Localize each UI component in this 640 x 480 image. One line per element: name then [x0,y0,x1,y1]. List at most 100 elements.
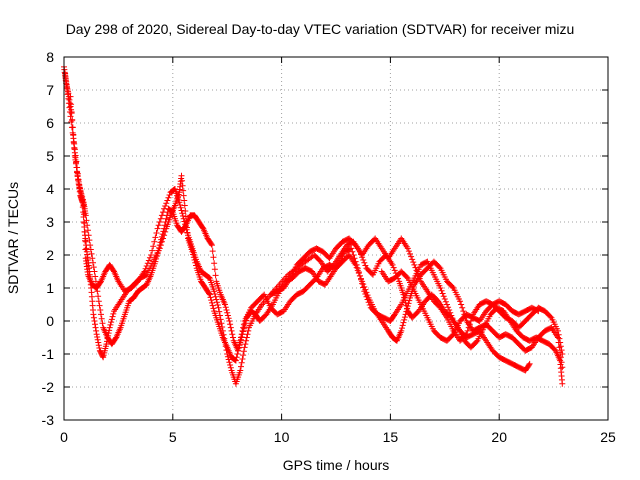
data-point-marker [403,308,410,315]
data-point-marker [87,246,94,253]
data-point-marker [232,357,239,364]
data-point-marker [192,259,199,266]
data-point-marker [165,194,172,201]
data-point-marker [227,364,234,371]
series-track-1 [61,63,566,387]
data-point-marker [93,283,100,290]
data-point-marker [211,260,218,267]
data-point-marker [535,308,542,315]
data-point-marker [176,199,183,206]
data-point-marker [178,207,185,214]
y-tick-label: -2 [42,379,55,395]
data-point-marker [96,344,103,351]
data-point-marker [94,333,101,340]
data-point-marker [108,316,115,323]
x-tick-label: 10 [274,429,290,445]
data-point-marker [232,357,239,364]
data-point-marker [209,248,216,255]
data-point-marker [473,338,480,345]
data-point-marker [361,259,368,266]
data-point-marker [354,265,361,272]
data-point-marker [356,272,363,279]
data-point-marker [181,202,188,209]
data-point-marker [158,212,165,219]
data-point-marker [154,250,161,257]
data-point-marker [79,193,86,200]
data-point-marker [557,343,564,350]
data-point-marker [199,224,206,231]
data-point-marker [214,302,221,309]
data-point-marker [90,264,97,271]
data-point-marker [406,250,413,257]
data-point-marker [352,258,359,265]
data-point-marker [457,298,464,305]
data-point-marker [404,305,411,312]
data-point-marker [358,276,365,283]
data-point-marker [526,360,533,367]
data-point-marker [193,262,200,269]
data-point-marker [86,237,93,244]
data-point-marker [416,275,423,282]
data-point-marker [353,261,360,268]
data-point-marker [97,311,104,318]
data-point-marker [95,293,102,300]
data-point-marker [208,297,215,304]
y-tick-label: 0 [46,313,54,329]
data-point-marker [218,320,225,327]
data-point-marker [153,255,160,262]
data-point-marker [146,254,153,261]
data-point-marker [65,100,72,107]
data-point-marker [464,327,471,334]
series-track-4 [267,235,566,357]
data-point-marker [348,245,355,252]
data-point-marker [76,185,83,192]
data-point-marker [559,380,566,387]
data-point-marker [401,316,408,323]
data-point-marker [408,253,415,260]
data-point-marker [97,279,104,286]
data-point-marker [411,261,418,268]
data-point-marker [179,182,186,189]
data-point-marker [242,320,249,327]
data-point-marker [558,347,565,354]
data-point-marker [206,290,213,297]
data-point-marker [442,298,449,305]
data-point-marker [205,274,212,280]
data-point-marker [240,328,247,335]
data-point-marker [458,301,465,308]
data-point-marker [359,280,366,287]
data-point-marker [222,301,229,308]
data-point-marker [226,359,233,366]
y-axis-label: SDTVAR / TECUs [5,182,21,294]
y-tick-label: -3 [42,412,55,428]
data-point-marker [88,250,95,257]
data-point-marker [75,176,82,183]
data-point-marker [449,315,456,322]
data-point-marker [87,242,94,249]
data-point-marker [179,177,186,184]
data-point-marker [556,335,563,342]
y-tick-label: 3 [46,214,54,230]
data-point-marker [68,118,75,125]
data-point-marker [209,302,216,309]
data-point-marker [215,304,222,311]
data-point-marker [413,267,420,274]
data-point-marker [414,270,421,277]
data-point-marker [227,321,234,328]
data-point-marker [155,222,162,229]
data-point-marker [229,331,236,338]
data-point-marker [99,353,106,360]
data-point-marker [233,354,240,361]
data-point-marker [73,158,80,165]
data-point-marker [557,354,564,361]
data-point-marker [92,324,99,331]
data-point-marker [362,262,369,269]
data-point-marker [77,188,84,195]
data-point-marker [161,225,168,232]
data-layer [61,63,566,387]
data-point-marker [389,261,396,268]
data-point-marker [168,208,175,214]
data-point-marker [399,325,406,332]
data-point-marker [153,253,160,260]
data-point-marker [144,260,151,267]
